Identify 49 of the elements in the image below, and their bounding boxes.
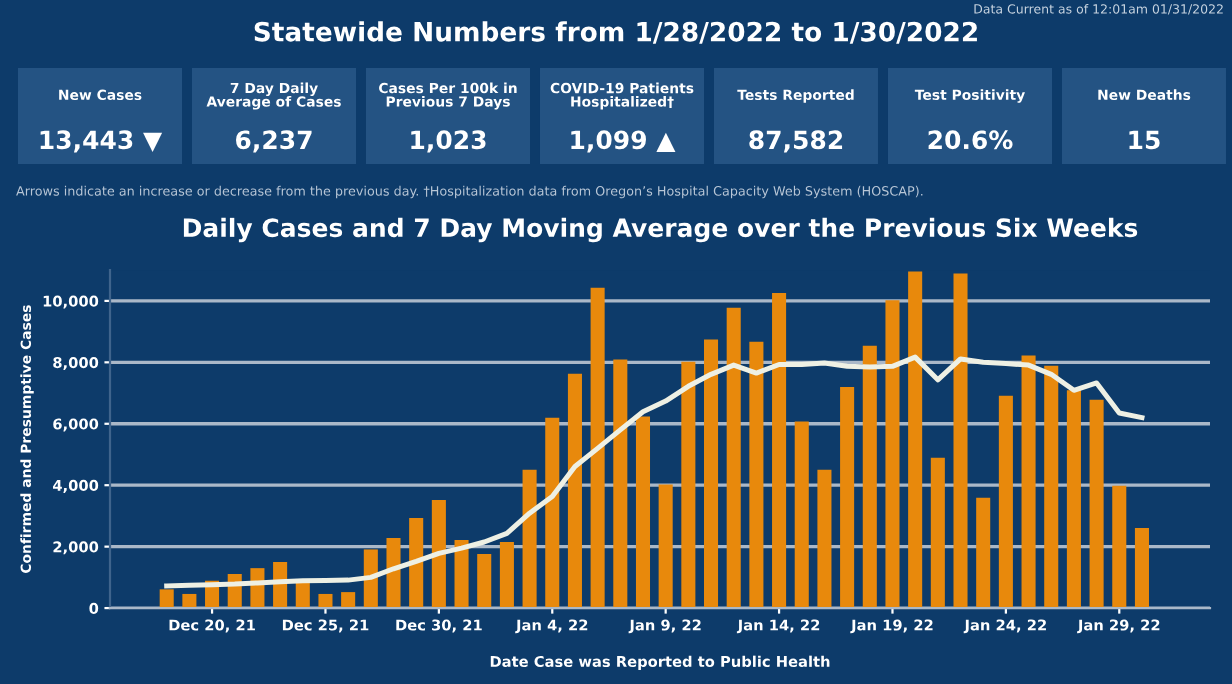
bar — [1066, 390, 1081, 609]
bar — [318, 593, 333, 609]
bar — [545, 417, 560, 609]
text: 1,099 ▲ — [571, 130, 676, 153]
bar — [431, 499, 446, 609]
bar — [930, 457, 945, 609]
bar — [840, 386, 855, 609]
text: 13,443 ▼ — [40, 130, 163, 153]
bar — [635, 416, 651, 609]
bar — [182, 593, 197, 609]
text: 15 — [1129, 130, 1160, 150]
text: 20.6% — [928, 130, 1013, 150]
text: 87,582 — [749, 130, 843, 153]
bar — [1021, 355, 1036, 609]
bar — [976, 497, 991, 609]
bar — [862, 345, 877, 609]
bar — [1112, 485, 1127, 609]
bar — [454, 539, 469, 609]
bar — [794, 421, 809, 609]
bar — [159, 589, 174, 609]
bar — [658, 484, 673, 609]
bar — [726, 307, 741, 609]
bar — [363, 549, 378, 609]
bar — [409, 518, 424, 609]
bar — [613, 359, 628, 609]
bar — [590, 287, 605, 609]
bar — [1134, 527, 1149, 609]
bar — [522, 469, 537, 609]
bar — [908, 271, 923, 609]
bar — [817, 469, 832, 609]
bar — [499, 542, 514, 609]
line-series — [164, 354, 1145, 589]
bar — [749, 341, 764, 609]
bar — [386, 538, 401, 609]
text: Statewide Numbers from 1/28/2022 to 1/30/2022 — [254, 21, 977, 44]
bar — [998, 395, 1013, 609]
text: 1,023 — [411, 130, 486, 153]
chart-title: Daily Cases and 7 Day Moving Average over the Previous Six Weeks — [183, 217, 1138, 243]
bar — [341, 592, 356, 609]
bar — [1089, 399, 1104, 609]
bar — [772, 292, 787, 609]
bar — [477, 554, 492, 609]
bar — [704, 339, 719, 609]
bar — [681, 361, 696, 609]
bar — [953, 273, 968, 609]
bar — [885, 300, 900, 609]
bar — [567, 373, 582, 609]
text: 6,237 — [236, 130, 312, 153]
bar — [1044, 365, 1059, 609]
